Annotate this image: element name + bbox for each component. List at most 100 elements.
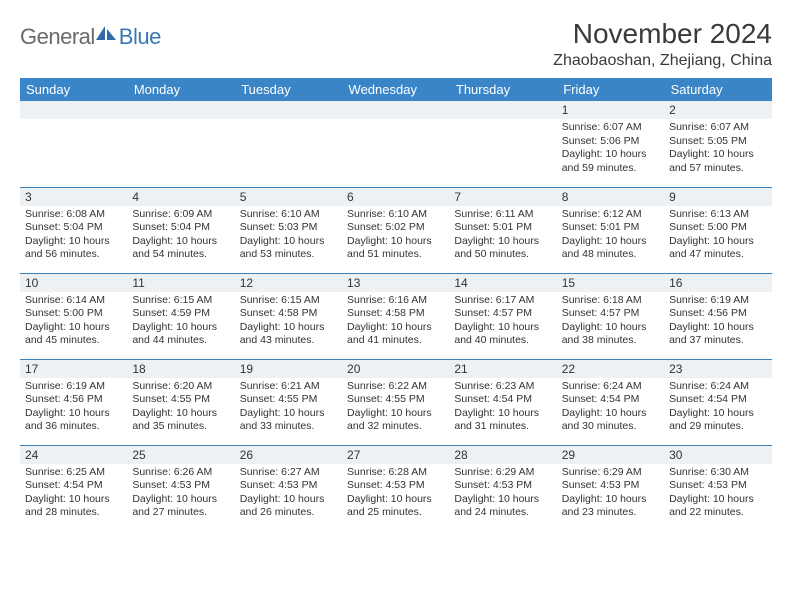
- sunset-text: Sunset: 5:03 PM: [240, 221, 337, 235]
- calendar-cell: 17Sunrise: 6:19 AMSunset: 4:56 PMDayligh…: [20, 359, 127, 445]
- calendar-cell: [235, 101, 342, 187]
- daylight-text: Daylight: 10 hours: [562, 235, 659, 249]
- sunset-text: Sunset: 4:54 PM: [25, 479, 122, 493]
- dayhead-sunday: Sunday: [20, 78, 127, 101]
- sunset-text: Sunset: 4:55 PM: [132, 393, 229, 407]
- sunset-text: Sunset: 4:53 PM: [132, 479, 229, 493]
- day-number: 7: [449, 188, 556, 206]
- daylight-text: and 33 minutes.: [240, 420, 337, 434]
- daylight-text: and 47 minutes.: [669, 248, 766, 262]
- daylight-text: and 57 minutes.: [669, 162, 766, 176]
- daylight-text: Daylight: 10 hours: [347, 493, 444, 507]
- calendar-cell: 16Sunrise: 6:19 AMSunset: 4:56 PMDayligh…: [664, 273, 771, 359]
- calendar-cell: 14Sunrise: 6:17 AMSunset: 4:57 PMDayligh…: [449, 273, 556, 359]
- day-number: 3: [20, 188, 127, 206]
- sunset-text: Sunset: 4:59 PM: [132, 307, 229, 321]
- day-number: 11: [127, 274, 234, 292]
- sunrise-text: Sunrise: 6:30 AM: [669, 466, 766, 480]
- calendar-cell: 10Sunrise: 6:14 AMSunset: 5:00 PMDayligh…: [20, 273, 127, 359]
- sunset-text: Sunset: 5:01 PM: [562, 221, 659, 235]
- sunset-text: Sunset: 4:58 PM: [347, 307, 444, 321]
- daylight-text: and 50 minutes.: [454, 248, 551, 262]
- daylight-text: and 59 minutes.: [562, 162, 659, 176]
- calendar-cell: 30Sunrise: 6:30 AMSunset: 4:53 PMDayligh…: [664, 445, 771, 531]
- day-number: 23: [664, 360, 771, 378]
- sunrise-text: Sunrise: 6:19 AM: [669, 294, 766, 308]
- calendar-cell: 9Sunrise: 6:13 AMSunset: 5:00 PMDaylight…: [664, 187, 771, 273]
- daylight-text: and 31 minutes.: [454, 420, 551, 434]
- daylight-text: and 25 minutes.: [347, 506, 444, 520]
- sunset-text: Sunset: 4:56 PM: [25, 393, 122, 407]
- daylight-text: and 29 minutes.: [669, 420, 766, 434]
- day-number: 21: [449, 360, 556, 378]
- calendar-cell: 2Sunrise: 6:07 AMSunset: 5:05 PMDaylight…: [664, 101, 771, 187]
- calendar-cell: 11Sunrise: 6:15 AMSunset: 4:59 PMDayligh…: [127, 273, 234, 359]
- daylight-text: and 22 minutes.: [669, 506, 766, 520]
- day-number: 17: [20, 360, 127, 378]
- day-number-empty: [20, 101, 127, 119]
- sunset-text: Sunset: 4:55 PM: [347, 393, 444, 407]
- sunrise-text: Sunrise: 6:19 AM: [25, 380, 122, 394]
- daylight-text: Daylight: 10 hours: [132, 407, 229, 421]
- sunrise-text: Sunrise: 6:20 AM: [132, 380, 229, 394]
- month-title: November 2024: [553, 18, 772, 50]
- sunset-text: Sunset: 4:57 PM: [454, 307, 551, 321]
- sunrise-text: Sunrise: 6:28 AM: [347, 466, 444, 480]
- calendar-cell: 3Sunrise: 6:08 AMSunset: 5:04 PMDaylight…: [20, 187, 127, 273]
- calendar-row: 17 Sunrise: 6:19 AMSunset: 4:56 PM Dayligh…: [20, 359, 772, 445]
- day-number: 22: [557, 360, 664, 378]
- daylight-text: Daylight: 10 hours: [669, 148, 766, 162]
- sunset-text: Sunset: 4:53 PM: [240, 479, 337, 493]
- sunrise-text: Sunrise: 6:10 AM: [240, 208, 337, 222]
- daylight-text: Daylight: 10 hours: [25, 321, 122, 335]
- calendar-cell: [449, 101, 556, 187]
- sunset-text: Sunset: 4:53 PM: [669, 479, 766, 493]
- daylight-text: Daylight: 10 hours: [454, 493, 551, 507]
- calendar-cell: 20Sunrise: 6:22 AMSunset: 4:55 PMDayligh…: [342, 359, 449, 445]
- sunrise-text: Sunrise: 6:14 AM: [25, 294, 122, 308]
- daylight-text: Daylight: 10 hours: [562, 493, 659, 507]
- daylight-text: Daylight: 10 hours: [347, 321, 444, 335]
- calendar-cell: 22Sunrise: 6:24 AMSunset: 4:54 PMDayligh…: [557, 359, 664, 445]
- daylight-text: Daylight: 10 hours: [454, 407, 551, 421]
- sunrise-text: Sunrise: 6:16 AM: [347, 294, 444, 308]
- calendar-cell: 19Sunrise: 6:21 AMSunset: 4:55 PMDayligh…: [235, 359, 342, 445]
- sunset-text: Sunset: 4:56 PM: [669, 307, 766, 321]
- logo-sail-icon: [95, 25, 117, 41]
- calendar-cell: [20, 101, 127, 187]
- calendar-cell: 12Sunrise: 6:15 AMSunset: 4:58 PMDayligh…: [235, 273, 342, 359]
- daylight-text: Daylight: 10 hours: [240, 493, 337, 507]
- daylight-text: and 56 minutes.: [25, 248, 122, 262]
- daylight-text: and 54 minutes.: [132, 248, 229, 262]
- daylight-text: Daylight: 10 hours: [240, 407, 337, 421]
- dayhead-thursday: Thursday: [449, 78, 556, 101]
- daylight-text: and 41 minutes.: [347, 334, 444, 348]
- sunrise-text: Sunrise: 6:10 AM: [347, 208, 444, 222]
- daylight-text: and 24 minutes.: [454, 506, 551, 520]
- daylight-text: Daylight: 10 hours: [25, 493, 122, 507]
- daylight-text: and 37 minutes.: [669, 334, 766, 348]
- daylight-text: and 45 minutes.: [25, 334, 122, 348]
- calendar-cell: 25Sunrise: 6:26 AMSunset: 4:53 PMDayligh…: [127, 445, 234, 531]
- sunset-text: Sunset: 4:54 PM: [562, 393, 659, 407]
- dayhead-tuesday: Tuesday: [235, 78, 342, 101]
- sunrise-text: Sunrise: 6:07 AM: [669, 121, 766, 135]
- dayhead-wednesday: Wednesday: [342, 78, 449, 101]
- calendar-cell: 23Sunrise: 6:24 AMSunset: 4:54 PMDayligh…: [664, 359, 771, 445]
- calendar-cell: [127, 101, 234, 187]
- daylight-text: Daylight: 10 hours: [562, 148, 659, 162]
- sunrise-text: Sunrise: 6:15 AM: [240, 294, 337, 308]
- day-number: 25: [127, 446, 234, 464]
- day-number-empty: [449, 101, 556, 119]
- calendar-cell: 15Sunrise: 6:18 AMSunset: 4:57 PMDayligh…: [557, 273, 664, 359]
- sunset-text: Sunset: 5:02 PM: [347, 221, 444, 235]
- sunset-text: Sunset: 4:57 PM: [562, 307, 659, 321]
- day-number: 18: [127, 360, 234, 378]
- day-number: 14: [449, 274, 556, 292]
- daylight-text: and 26 minutes.: [240, 506, 337, 520]
- daylight-text: Daylight: 10 hours: [669, 407, 766, 421]
- daylight-text: and 44 minutes.: [132, 334, 229, 348]
- calendar-row: 24Sunrise: 6:25 AMSunset: 4:54 PMDayligh…: [20, 445, 772, 531]
- calendar-row: 1Sunrise: 6:07 AMSunset: 5:06 PMDaylight…: [20, 101, 772, 187]
- sunrise-text: Sunrise: 6:12 AM: [562, 208, 659, 222]
